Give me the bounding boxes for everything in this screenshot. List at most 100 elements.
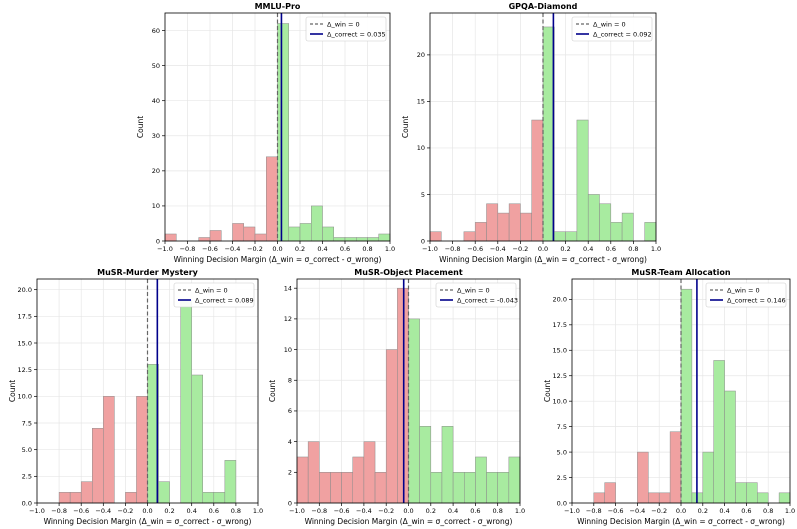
bar-positive-margin <box>599 203 612 242</box>
bar-positive-margin <box>311 205 323 242</box>
bar-negative-margin <box>385 349 398 504</box>
bar-negative-margin <box>341 472 354 504</box>
chart-panel-4: −1.0 −0.8 −0.6 −0.4 −0.2 0.0 0.2 0.4 0.6 0.8 1.0 0 2… <box>268 268 525 526</box>
legend-label-correct: Δ_correct = 0.089 <box>195 296 254 304</box>
x-tick-label: −0.4 <box>95 507 111 515</box>
x-axis-label: Winning Decision Margin (Δ_win = σ_corre… <box>439 255 647 264</box>
x-tick-label: 0.0 <box>403 507 413 515</box>
y-tick-label: 12.5 <box>18 366 32 374</box>
y-tick-label: 0 <box>288 499 292 507</box>
y-axis-label: Count <box>136 116 145 138</box>
bar-positive-margin <box>180 300 192 504</box>
y-tick-label: 2.5 <box>22 473 32 481</box>
bar-positive-margin <box>452 472 465 504</box>
bar-positive-margin <box>299 223 312 242</box>
bar-positive-margin <box>554 231 566 242</box>
bar-negative-margin <box>254 233 267 242</box>
x-tick-label: −1.0 <box>422 245 438 253</box>
x-tick-label: 0.6 <box>209 507 219 515</box>
bar-positive-margin <box>486 472 498 504</box>
x-tick-label: 0.0 <box>538 245 548 253</box>
x-tick-label: 0.2 <box>426 507 436 515</box>
y-tick-label: 15.0 <box>553 347 567 355</box>
x-tick-label: −0.2 <box>651 507 667 515</box>
bar-positive-margin <box>419 426 432 504</box>
x-tick-label: −0.4 <box>490 245 506 253</box>
chart-title: MuSR-Object Placement <box>354 268 463 277</box>
y-tick-label: 5.0 <box>22 446 32 454</box>
x-tick-label: −0.2 <box>118 507 134 515</box>
bar-positive-margin <box>191 374 203 504</box>
x-tick-label: −0.6 <box>202 245 218 253</box>
bar-positive-margin <box>464 472 476 504</box>
y-tick-label: 5 <box>421 191 425 199</box>
y-tick-label: 6 <box>288 407 292 415</box>
bar-negative-margin <box>209 230 222 242</box>
x-tick-label: 0.0 <box>676 507 686 515</box>
bar-positive-margin <box>158 481 170 504</box>
y-axis-label: Count <box>401 116 410 138</box>
x-tick-label: −0.2 <box>513 245 529 253</box>
bar-positive-margin <box>621 212 634 242</box>
chart-title: MMLU-Pro <box>255 2 301 11</box>
bar-negative-margin <box>232 223 244 242</box>
x-tick-label: −0.8 <box>51 507 67 515</box>
bar-negative-margin <box>658 492 671 504</box>
x-tick-label: 0.4 <box>719 507 729 515</box>
bar-negative-margin <box>69 492 82 504</box>
y-tick-label: 10 <box>284 346 292 354</box>
bar-positive-margin <box>224 460 237 504</box>
y-tick-label: 0.0 <box>22 499 32 507</box>
y-tick-label: 8 <box>288 377 292 385</box>
bar-negative-margin <box>486 203 499 242</box>
bar-positive-margin <box>724 390 736 504</box>
y-tick-label: 15 <box>417 98 425 106</box>
y-axis-label: Count <box>268 380 277 402</box>
bar-negative-margin <box>198 237 211 242</box>
x-tick-label: −0.4 <box>356 507 372 515</box>
x-tick-label: 1.0 <box>515 507 525 515</box>
bar-negative-margin <box>330 472 342 504</box>
legend-label-win: Δ_win = 0 <box>727 286 760 294</box>
y-tick-label: 17.5 <box>18 313 32 321</box>
y-tick-label: 20.0 <box>553 296 567 304</box>
bar-positive-margin <box>333 237 346 242</box>
legend: Δ_win = 0 Δ_correct = 0.035 <box>305 16 387 42</box>
x-axis-label: Winning Decision Margin (Δ_win = σ_corre… <box>174 255 382 264</box>
y-tick-label: 5.0 <box>557 448 567 456</box>
bar-negative-margin <box>352 456 365 504</box>
x-tick-label: 0.4 <box>187 507 197 515</box>
chart-title: MuSR-Team Allocation <box>631 268 730 277</box>
bar-positive-margin <box>702 451 714 504</box>
legend: Δ_win = 0 Δ_correct = 0.092 <box>571 16 653 42</box>
bar-negative-margin <box>243 226 256 242</box>
x-tick-label: 0.0 <box>142 507 152 515</box>
legend-label-win: Δ_win = 0 <box>457 286 490 294</box>
legend-label-correct: Δ_correct = 0.035 <box>327 30 386 38</box>
bar-positive-margin <box>610 222 623 242</box>
x-tick-label: −0.2 <box>378 507 394 515</box>
bar-positive-margin <box>277 23 289 242</box>
x-tick-label: −0.4 <box>225 245 241 253</box>
y-tick-label: 0 <box>156 237 160 245</box>
bar-positive-margin <box>356 237 368 242</box>
bar-positive-margin <box>378 233 391 242</box>
bar-negative-margin <box>92 428 104 504</box>
x-tick-label: −0.8 <box>445 245 461 253</box>
bar-negative-margin <box>593 492 605 504</box>
y-tick-label: 60 <box>152 27 160 35</box>
legend-label-win: Δ_win = 0 <box>593 20 626 28</box>
legend-box <box>305 16 387 42</box>
chart-title: MuSR-Murder Mystery <box>97 268 199 277</box>
bar-negative-margin <box>266 156 278 242</box>
legend-label-win: Δ_win = 0 <box>327 20 360 28</box>
bar-positive-margin <box>288 226 301 242</box>
bar-positive-margin <box>713 360 725 504</box>
x-tick-label: 0.8 <box>493 507 503 515</box>
y-tick-label: 12 <box>284 315 292 323</box>
bar-positive-margin <box>213 492 226 504</box>
x-tick-label: −0.2 <box>247 245 263 253</box>
x-tick-label: −1.0 <box>289 507 305 515</box>
x-tick-label: 0.6 <box>340 245 350 253</box>
